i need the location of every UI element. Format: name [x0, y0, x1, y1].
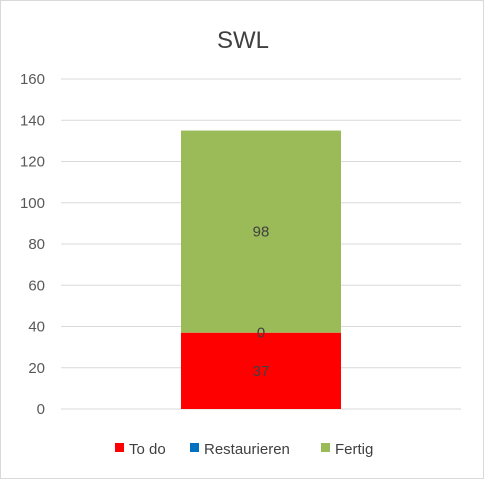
y-tick-label: 140: [20, 112, 45, 129]
legend: To do Restaurieren Fertig: [115, 441, 373, 458]
y-tick-label: 160: [20, 71, 45, 88]
bar-segment-fertig: [181, 130, 341, 333]
y-tick-label: 100: [20, 195, 45, 212]
legend-label-restaurieren: Restaurieren: [204, 441, 290, 458]
bar-segment-to-do: [181, 332, 341, 409]
data-label-to-do: 37: [253, 363, 270, 380]
data-label-fertig: 98: [253, 224, 270, 241]
y-tick-label: 40: [28, 319, 45, 336]
legend-swatch-to-do: [115, 443, 124, 452]
y-axis-ticks: 0 20 40 60 80 100 120 140 160: [20, 71, 45, 418]
data-labels: 37 0 98: [253, 224, 270, 380]
legend-swatch-fertig: [321, 443, 330, 452]
y-tick-label: 80: [28, 236, 45, 253]
legend-label-fertig: Fertig: [335, 441, 373, 458]
bars: [181, 130, 341, 409]
y-tick-label: 20: [28, 360, 45, 377]
legend-label-to-do: To do: [129, 441, 166, 458]
data-label-restaurieren: 0: [257, 325, 265, 342]
chart-title: SWL: [217, 27, 269, 54]
legend-swatch-restaurieren: [190, 443, 199, 452]
y-tick-label: 120: [20, 154, 45, 171]
y-tick-label: 0: [37, 401, 45, 418]
y-tick-label: 60: [28, 277, 45, 294]
